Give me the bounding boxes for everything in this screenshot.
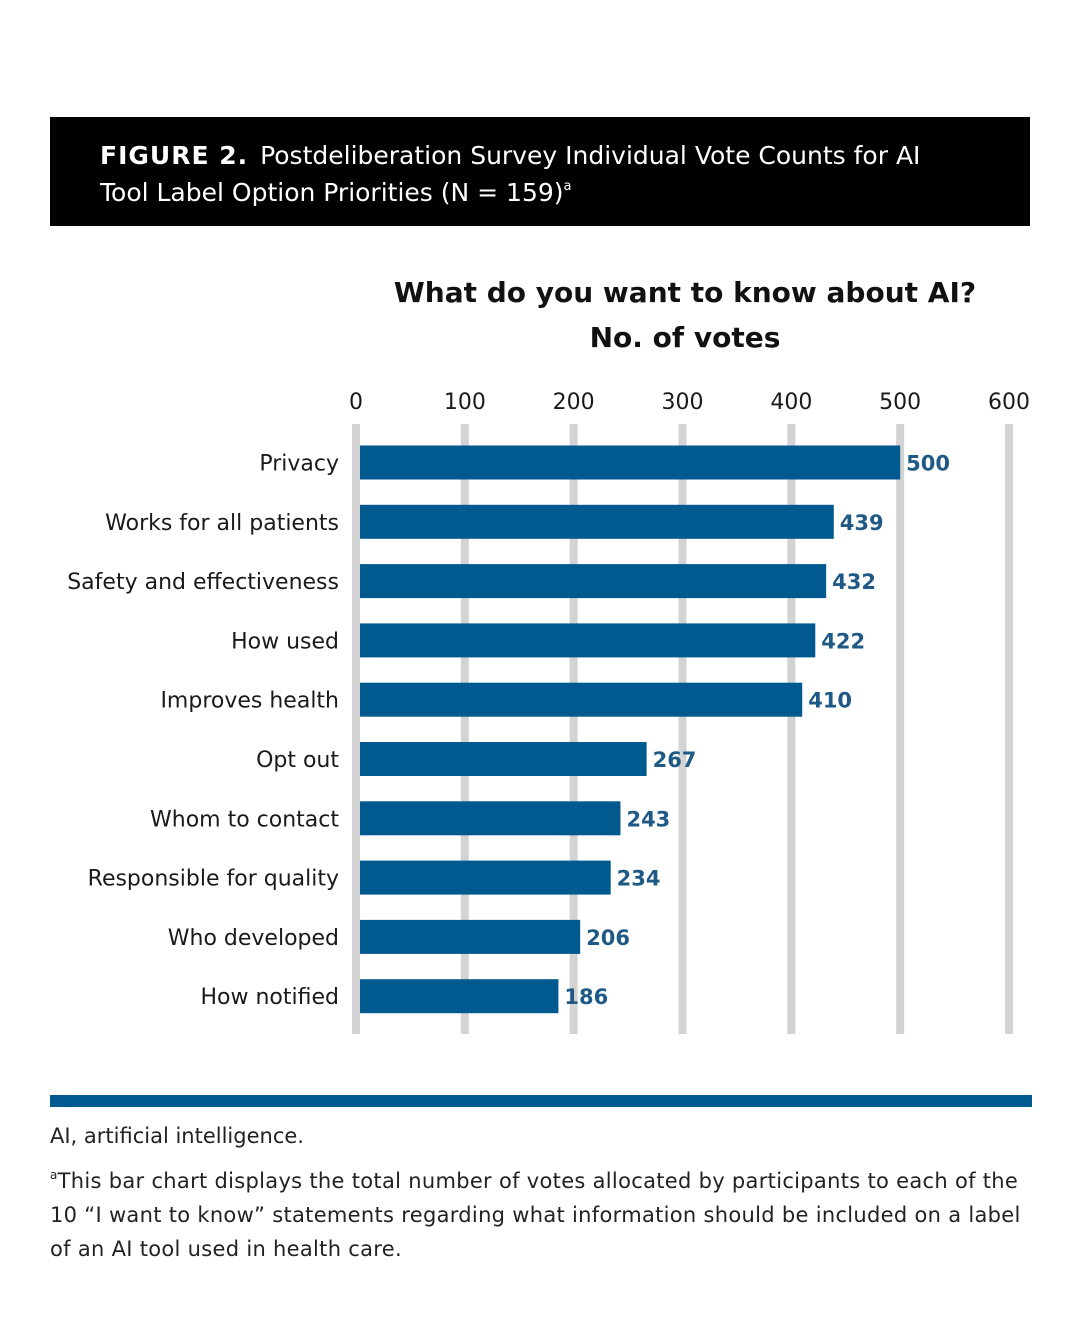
bar-1 [360, 445, 901, 480]
bar-4 [360, 623, 816, 658]
category-label-7: Whom to contact [150, 807, 339, 832]
value-label-5: 410 [808, 689, 852, 713]
x-tick-label-0: 0 [349, 390, 363, 415]
category-label-4: How used [231, 629, 339, 654]
bar-8 [360, 860, 611, 895]
footnote: aThis bar chart displays the total numbe… [50, 1164, 1040, 1266]
category-label-9: Who developed [168, 926, 339, 951]
bar-3 [360, 564, 827, 599]
category-labels: Privacy Works for all patients Safety and … [67, 452, 339, 1011]
figure-title: FIGURE 2. Postdeliberation Survey Indivi… [100, 137, 980, 211]
value-labels: 500 439 432 422 410 267 243 234 206 186 [564, 452, 950, 1010]
chart-subtitle: No. of votes [589, 321, 781, 354]
x-tick-label-300: 300 [662, 390, 704, 415]
category-label-1: Privacy [259, 452, 339, 477]
category-label-2: Works for all patients [105, 511, 339, 536]
bar-2 [360, 504, 834, 539]
bar-6 [360, 742, 647, 776]
chart-title: What do you want to know about AI? [393, 276, 977, 309]
figure-footnote-marker: a [563, 179, 572, 194]
value-label-1: 500 [906, 452, 950, 476]
bar-10 [360, 979, 559, 1014]
x-tick-label-500: 500 [879, 390, 921, 415]
category-label-6: Opt out [256, 748, 339, 773]
footnote-marker: a [50, 1168, 58, 1182]
category-label-5: Improves health [160, 689, 339, 714]
figure-title-line-1: Postdeliberation Survey Individual Vote … [260, 141, 921, 170]
chart-title-block: What do you want to know about AI? No. o… [300, 270, 1070, 360]
figure-title-line-2: Tool Label Option Priorities (N = 159) [100, 178, 564, 207]
x-axis-ticks: 0 100 200 300 400 500 600 [349, 390, 1030, 415]
x-tick-label-100: 100 [444, 390, 486, 415]
abbreviation-note: AI, artificial intelligence. [50, 1124, 304, 1148]
bar-7 [360, 801, 621, 836]
bar-9 [360, 919, 581, 954]
value-label-8: 234 [617, 867, 661, 891]
value-label-6: 267 [653, 748, 697, 772]
bar-5 [360, 682, 803, 717]
value-label-3: 432 [832, 570, 876, 594]
category-label-8: Responsible for quality [88, 867, 339, 892]
value-label-4: 422 [821, 629, 865, 653]
x-tick-label-200: 200 [553, 390, 595, 415]
x-tick-label-400: 400 [770, 390, 812, 415]
value-label-7: 243 [626, 807, 670, 831]
x-tick-label-600: 600 [988, 390, 1030, 415]
value-label-9: 206 [586, 926, 630, 950]
category-label-3: Safety and effectiveness [67, 570, 339, 595]
value-label-2: 439 [840, 511, 884, 535]
value-label-10: 186 [564, 985, 608, 1009]
figure-label: FIGURE 2. [100, 141, 249, 170]
footnote-text: This bar chart displays the total number… [50, 1169, 1021, 1261]
figure-header: FIGURE 2. Postdeliberation Survey Indivi… [50, 117, 1030, 226]
category-label-10: How notified [201, 985, 340, 1010]
bars [360, 445, 901, 1014]
bar-chart: 0 100 200 300 400 500 600 Privacy Works for all… [67, 390, 1030, 1034]
divider-rule [50, 1095, 1032, 1107]
